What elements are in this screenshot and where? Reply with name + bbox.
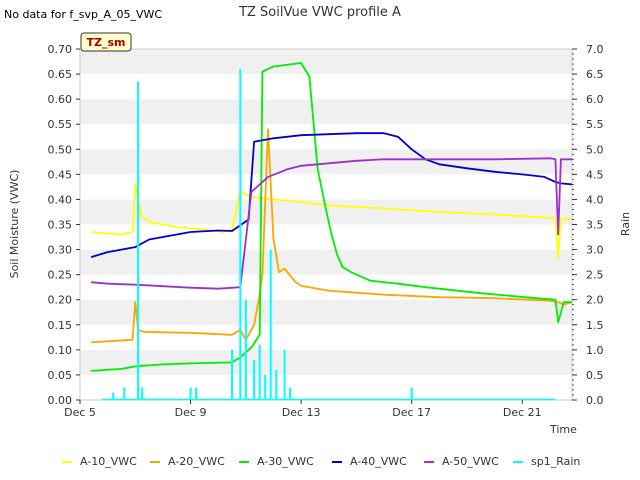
y-tick-label: 0.60	[48, 93, 73, 106]
legend-item: A-30_VWC	[239, 455, 314, 468]
series-sp1-rain	[102, 69, 556, 401]
legend-item: A-40_VWC	[332, 455, 407, 468]
y-tick-label: 0.10	[48, 344, 73, 357]
legend-item: sp1_Rain	[513, 455, 580, 468]
plot-band	[80, 374, 572, 400]
y2-tick-label: 0.5	[586, 369, 604, 382]
site-label-box	[80, 32, 132, 52]
y-tick-label: 0.05	[48, 369, 73, 382]
x-tick-label: Dec 17	[392, 406, 431, 419]
y-tick-label: 0.30	[48, 244, 73, 257]
x-axis-label: Time	[549, 423, 577, 436]
plot-band	[80, 349, 572, 375]
plot-band	[80, 274, 572, 300]
y-tick-label: 0.25	[48, 269, 73, 282]
y-tick-label: 0.70	[48, 43, 73, 56]
y-tick-label: 0.50	[48, 143, 73, 156]
series-a-30-vwc	[91, 62, 572, 372]
x-tick-label: Dec 13	[282, 406, 321, 419]
plot-band	[80, 174, 572, 200]
plot-band	[80, 99, 572, 125]
plot-band	[80, 74, 572, 100]
y2-tick-label: 2.0	[586, 294, 604, 307]
y-tick-label: 0.40	[48, 193, 73, 206]
bottom-axis: Dec 5 Dec 9 Dec 13 Dec 17 Dec 21	[64, 400, 542, 419]
y2-tick-label: 6.5	[586, 68, 604, 81]
site-label-text: TZ_sm	[87, 36, 126, 49]
legend-item: A-20_VWC	[150, 455, 225, 468]
plot-band	[80, 299, 572, 325]
y-tick-label: 0.20	[48, 294, 73, 307]
left-axis: 0.00 0.05 0.10 0.15 0.20 0.25 0.30 0.35 0.40 0.45…	[48, 43, 80, 407]
series-a-20-vwc	[91, 128, 573, 344]
legend-item: A-50_VWC	[424, 455, 499, 468]
legend-item: A-10_VWC	[62, 455, 137, 468]
y2-tick-label: 5.5	[586, 118, 604, 131]
y2-tick-label: 0.0	[586, 394, 604, 407]
y2-tick-label: 4.0	[586, 193, 604, 206]
y2-tick-label: 5.0	[586, 143, 604, 156]
y2-tick-label: 1.0	[586, 344, 604, 357]
y2-tick-label: 6.0	[586, 93, 604, 106]
y-tick-label: 0.65	[48, 68, 73, 81]
legend-label: A-10_VWC	[80, 455, 137, 468]
site-label-badge: TZ_sm	[80, 32, 132, 52]
legend-label: A-20_VWC	[168, 455, 225, 468]
series-a-40-vwc	[90, 132, 573, 258]
y-axis-label: Soil Moisture (VWC)	[8, 170, 21, 279]
series-layer	[90, 62, 573, 401]
plot-band	[80, 124, 572, 150]
y2-tick-label: 7.0	[586, 43, 604, 56]
y2-tick-label: 1.5	[586, 319, 604, 332]
y-tick-label: 0.15	[48, 319, 73, 332]
no-data-note: No data for f_svp_A_05_VWC	[4, 8, 162, 21]
y-tick-label: 0.55	[48, 118, 73, 131]
plot-bands	[80, 49, 572, 400]
y2-tick-label: 2.5	[586, 269, 604, 282]
y-tick-label: 0.00	[48, 394, 73, 407]
plot-band	[80, 324, 572, 350]
chart-title: TZ SoilVue VWC profile A	[238, 5, 401, 20]
plot-band	[80, 149, 572, 175]
legend-label: sp1_Rain	[531, 455, 580, 468]
legend-label: A-40_VWC	[350, 455, 407, 468]
legend-label: A-50_VWC	[442, 455, 499, 468]
x-tick-label: Dec 5	[64, 406, 96, 419]
y2-tick-label: 3.5	[586, 219, 604, 232]
legend-label: A-30_VWC	[257, 455, 314, 468]
y2-tick-label: 4.5	[586, 168, 604, 181]
plot-band	[80, 49, 572, 75]
x-tick-label: Dec 9	[175, 406, 207, 419]
legend: A-10_VWC A-20_VWC A-30_VWC A-40_VWC A-50_VWC…	[62, 455, 580, 468]
plot-band	[80, 224, 572, 250]
plot-band	[80, 249, 572, 275]
right-axis: 0.0 0.5 1.0 1.5 2.0 2.5 3.0 3.5 4.0 4.5 5.0 5.5 6.0 6…	[572, 43, 604, 407]
series-a-50-vwc	[91, 157, 572, 290]
y2-tick-label: 3.0	[586, 244, 604, 257]
y-tick-label: 0.45	[48, 168, 73, 181]
y2-axis-label: Rain	[619, 212, 632, 236]
x-tick-label: Dec 21	[503, 406, 542, 419]
y-tick-label: 0.35	[48, 219, 73, 232]
